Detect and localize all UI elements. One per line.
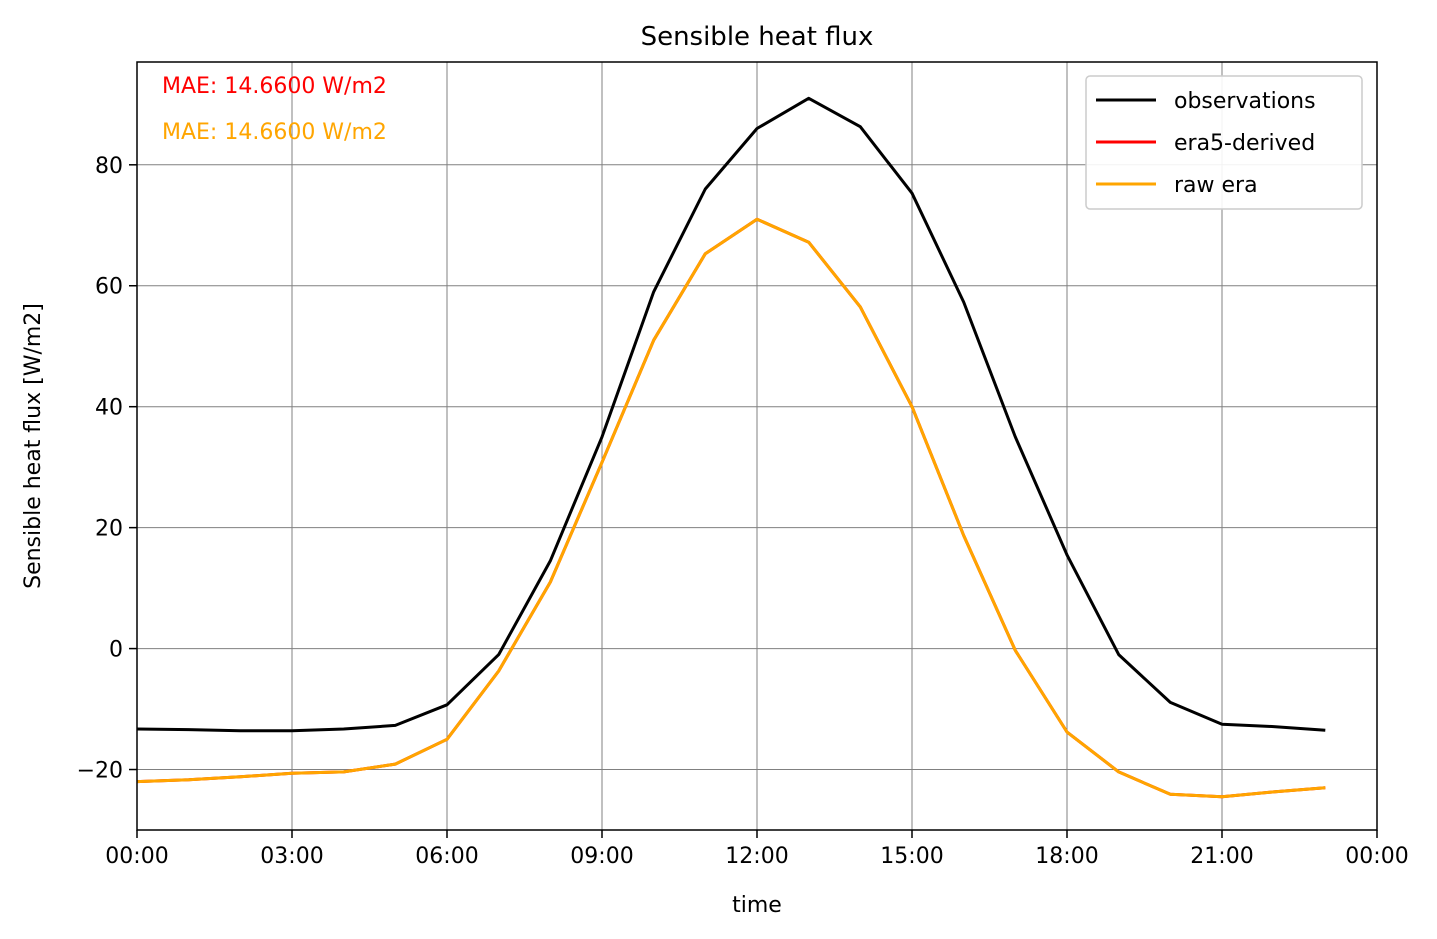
x-tick-label: 09:00 (570, 844, 633, 869)
y-tick-label: 0 (109, 638, 123, 663)
x-tick-label: 15:00 (880, 844, 943, 869)
x-tick-label: 00:00 (105, 844, 168, 869)
x-tick-label: 03:00 (260, 844, 323, 869)
y-tick-label: 60 (95, 275, 123, 300)
y-tick-label: 20 (95, 517, 123, 542)
legend: observations era5-derived raw era (1085, 75, 1363, 210)
x-tick-label: 21:00 (1190, 844, 1253, 869)
x-tick-label: 00:00 (1345, 844, 1408, 869)
x-axis-label: time (732, 893, 782, 918)
series-group (136, 96, 1326, 799)
y-tick-label: 80 (95, 154, 123, 179)
x-axis: 00:00 03:00 06:00 09:00 12:00 15:00 18:00 21:00… (105, 830, 1409, 869)
mae-annotations: MAE: 14.6600 W/m2 MAE: 14.6600 W/m2 (162, 74, 387, 145)
x-tick-label: 12:00 (725, 844, 788, 869)
legend-label: raw era (1174, 173, 1258, 198)
series-line-era5-derived (136, 217, 1326, 799)
chart-title: Sensible heat flux (641, 22, 874, 52)
grid (136, 62, 1378, 830)
x-tick-label: 06:00 (415, 844, 478, 869)
legend-box (1085, 75, 1363, 210)
y-axis-label: Sensible heat flux [W/m2] (21, 303, 46, 589)
y-axis: −20 0 20 40 60 80 (77, 154, 137, 784)
mae-annotation: MAE: 14.6600 W/m2 (162, 120, 387, 145)
legend-label: era5-derived (1174, 131, 1315, 156)
legend-label: observations (1174, 89, 1316, 114)
series-line-raw-era (136, 217, 1326, 799)
x-tick-label: 18:00 (1035, 844, 1098, 869)
mae-annotation: MAE: 14.6600 W/m2 (162, 74, 387, 99)
y-tick-label: 40 (95, 396, 123, 421)
series-line-observations (136, 96, 1326, 733)
y-tick-label: −20 (77, 759, 123, 784)
